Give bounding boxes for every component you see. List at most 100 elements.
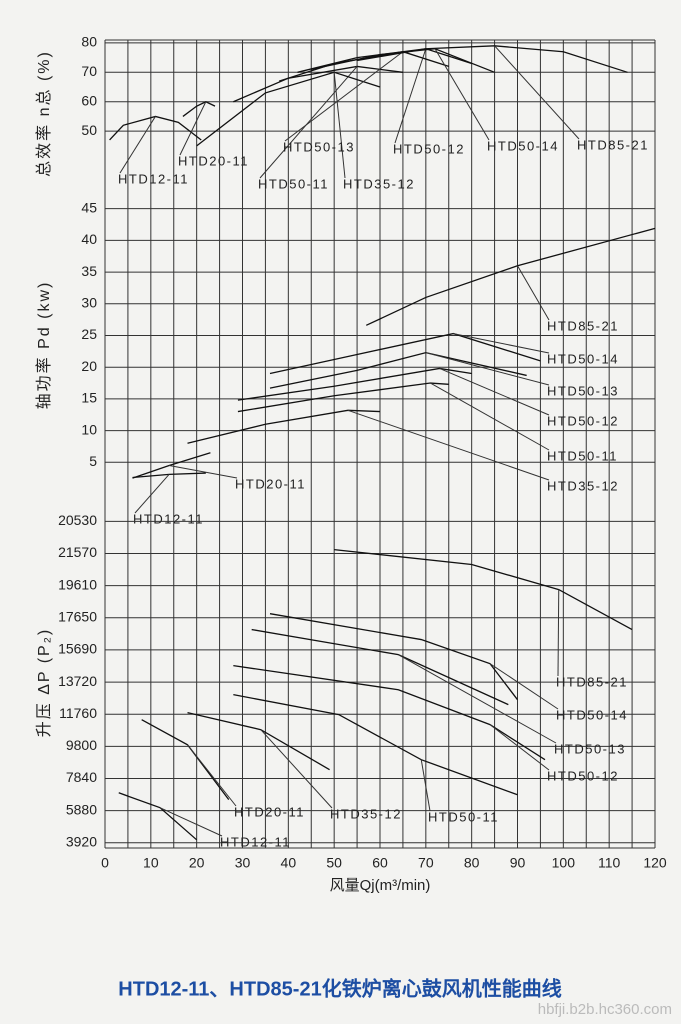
curve xyxy=(356,45,628,73)
y-tick-label: 30 xyxy=(81,294,97,310)
y-tick-label: 50 xyxy=(81,122,97,138)
leader xyxy=(159,807,223,837)
y-tick-label: 19610 xyxy=(58,576,97,592)
y-tick-label: 40 xyxy=(81,231,97,247)
y-tick-label: 20530 xyxy=(58,512,97,528)
curve xyxy=(233,664,546,761)
curve-label: HTD85-21 xyxy=(547,318,619,333)
leader xyxy=(179,101,207,156)
y-tick-label: 5880 xyxy=(66,801,97,817)
y-axis-label: 轴功率 Pd (kw) xyxy=(35,281,53,410)
y-tick-label: 70 xyxy=(81,63,97,79)
leader xyxy=(517,265,550,321)
leader xyxy=(425,352,550,386)
curve-label: HTD50-13 xyxy=(547,383,619,398)
y-tick-label: 20 xyxy=(81,358,97,374)
chart-title: HTD12-11、HTD85-21化铁炉离心鼓风机性能曲线 xyxy=(118,976,561,1000)
curve-label: HTD50-11 xyxy=(428,809,499,824)
curve xyxy=(269,613,519,701)
curve-label: HTD12-11 xyxy=(133,511,204,526)
y-tick-label: 35 xyxy=(81,263,97,279)
y-tick-label: 7840 xyxy=(66,769,97,785)
y-tick-label: 21570 xyxy=(58,544,97,560)
curve-label: HTD50-12 xyxy=(393,141,465,156)
leader xyxy=(434,48,490,141)
curve-label: HTD35-12 xyxy=(343,176,415,191)
curve-label: HTD50-12 xyxy=(547,413,619,428)
x-tick-label: 50 xyxy=(326,855,342,871)
leader xyxy=(169,464,238,479)
x-tick-label: 90 xyxy=(510,855,526,871)
leader xyxy=(394,48,427,144)
curve xyxy=(187,409,381,444)
x-tick-label: 110 xyxy=(598,855,621,871)
curve-label: HTD35-12 xyxy=(547,478,619,493)
leader xyxy=(420,759,431,812)
y-tick-label: 60 xyxy=(81,92,97,108)
x-tick-label: 100 xyxy=(552,855,576,871)
curve-label: HTD12-11 xyxy=(118,171,189,186)
y-tick-label: 9800 xyxy=(66,737,97,753)
y-tick-label: 25 xyxy=(81,326,97,342)
y-axis-label: 升压 ΔP (P₂) xyxy=(35,628,53,738)
x-tick-label: 0 xyxy=(101,855,109,871)
x-axis-label: 风量Qj(m³/min) xyxy=(330,877,431,894)
leader xyxy=(284,51,404,142)
curve-label: HTD50-12 xyxy=(547,768,619,783)
curve xyxy=(187,712,330,771)
x-tick-label: 40 xyxy=(281,855,297,871)
curve xyxy=(233,65,403,103)
leader xyxy=(347,409,550,481)
leader xyxy=(134,474,170,514)
curve xyxy=(233,693,518,796)
y-tick-label: 5 xyxy=(89,453,97,469)
x-tick-label: 10 xyxy=(143,855,159,871)
leader xyxy=(119,116,156,174)
curve-label: HTD50-14 xyxy=(487,138,559,153)
x-tick-label: 60 xyxy=(372,855,388,871)
y-tick-label: 3920 xyxy=(66,833,97,849)
curve-label: HTD20-11 xyxy=(234,804,305,819)
curve xyxy=(269,351,527,389)
curve-label: HTD20-11 xyxy=(178,153,249,168)
leader xyxy=(430,382,550,451)
y-tick-label: 11760 xyxy=(59,705,97,721)
curve xyxy=(334,548,633,631)
y-axis-label: 总效率 n总 (%) xyxy=(35,50,53,177)
y-tick-label: 15 xyxy=(81,390,97,406)
leader xyxy=(489,724,550,771)
curve xyxy=(118,792,198,841)
y-tick-label: 10 xyxy=(81,421,97,437)
curve xyxy=(182,101,216,117)
curve xyxy=(365,227,656,326)
leader xyxy=(187,744,237,807)
curve-label: HTD50-14 xyxy=(556,707,628,722)
leader xyxy=(333,72,346,179)
curve-label: HTD50-13 xyxy=(283,139,355,154)
curve-label: HTD50-13 xyxy=(554,741,626,756)
y-tick-label: 17650 xyxy=(58,608,97,624)
leader xyxy=(260,729,333,809)
curve-label: HTD50-11 xyxy=(547,448,618,463)
leader xyxy=(453,333,550,354)
x-tick-label: 20 xyxy=(189,855,205,871)
x-tick-label: 30 xyxy=(235,855,251,871)
curve xyxy=(237,367,472,401)
leader xyxy=(439,367,550,416)
curve xyxy=(196,71,381,147)
curve-label: HTD85-21 xyxy=(556,674,628,689)
leader xyxy=(259,66,358,179)
curve-label: HTD20-11 xyxy=(235,476,306,491)
curve xyxy=(237,382,449,413)
leader xyxy=(494,45,580,140)
curve-label: HTD35-12 xyxy=(330,806,402,821)
y-tick-label: 13720 xyxy=(58,673,97,689)
x-tick-label: 120 xyxy=(643,855,667,871)
x-tick-label: 80 xyxy=(464,855,480,871)
leader xyxy=(557,589,560,677)
curve-label: HTD50-11 xyxy=(258,176,329,191)
curve-label: HTD12-11 xyxy=(220,834,291,849)
leader xyxy=(489,663,559,710)
y-tick-label: 15690 xyxy=(58,641,97,657)
